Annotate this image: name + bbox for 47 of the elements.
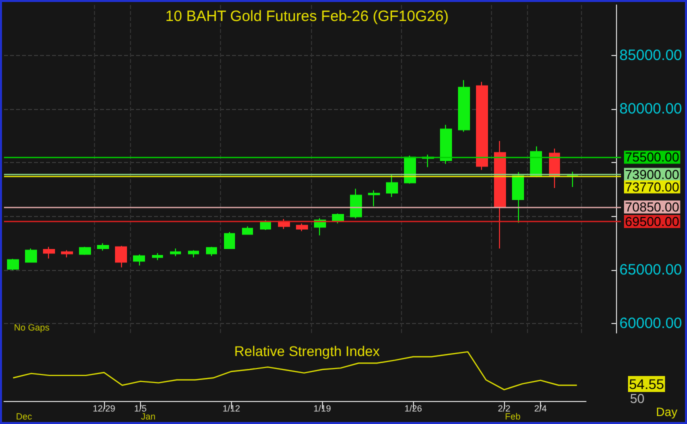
y-tick-label: 60000.00 — [619, 314, 682, 332]
candlestick — [350, 188, 362, 219]
candlestick — [476, 81, 488, 170]
ref-line-label: 75500.00 — [625, 150, 680, 165]
candlestick — [97, 242, 109, 252]
text: Day — [656, 405, 678, 419]
candlestick — [332, 212, 344, 224]
ref-line-label: 73900.00 — [625, 166, 680, 182]
candlestick — [530, 146, 542, 177]
text: Feb — [505, 412, 521, 422]
candlestick — [7, 258, 19, 271]
x-tick-label: 1/19 — [314, 404, 332, 414]
text: Jan — [141, 412, 156, 422]
candlestick — [549, 148, 560, 188]
y-tick-label: 85000.00 — [619, 46, 682, 64]
candlestick — [368, 190, 380, 207]
candlestick — [170, 248, 181, 257]
candlestick — [386, 174, 398, 198]
annotation: No Gaps — [14, 322, 50, 332]
chart-title: 10 BAHT Gold Futures Feb-26 (GF10G26) — [165, 8, 449, 25]
x-tick-label: 1/12 — [222, 404, 240, 414]
chart-title: Relative Strength Index — [234, 343, 380, 359]
candlestick — [61, 250, 73, 258]
candlestick — [494, 140, 506, 250]
candlestick — [79, 246, 91, 256]
candlestick — [296, 222, 308, 232]
candlestick — [133, 254, 145, 266]
candlestick — [512, 172, 524, 224]
ref-line-label: 70850.00 — [625, 200, 680, 215]
candlestick — [188, 250, 199, 258]
candlestick — [43, 246, 55, 260]
x-tick-label: 1/26 — [404, 404, 422, 414]
candlestick — [206, 246, 217, 257]
candlestick — [224, 232, 235, 250]
ref-line-label: 69500.00 — [625, 214, 680, 230]
candlestick — [242, 226, 253, 236]
text: Dec — [16, 412, 33, 422]
candlestick — [152, 252, 163, 261]
text: 54.55 — [629, 376, 664, 392]
candlestick — [25, 248, 37, 263]
text: 50 — [630, 391, 644, 406]
candlestick — [458, 80, 470, 132]
candlestick — [115, 245, 127, 268]
candlestick — [440, 124, 452, 164]
y-tick-label: 65000.00 — [619, 261, 682, 278]
y-tick-label: 80000.00 — [619, 100, 682, 118]
ref-line-label: 73770.00 — [625, 179, 680, 194]
